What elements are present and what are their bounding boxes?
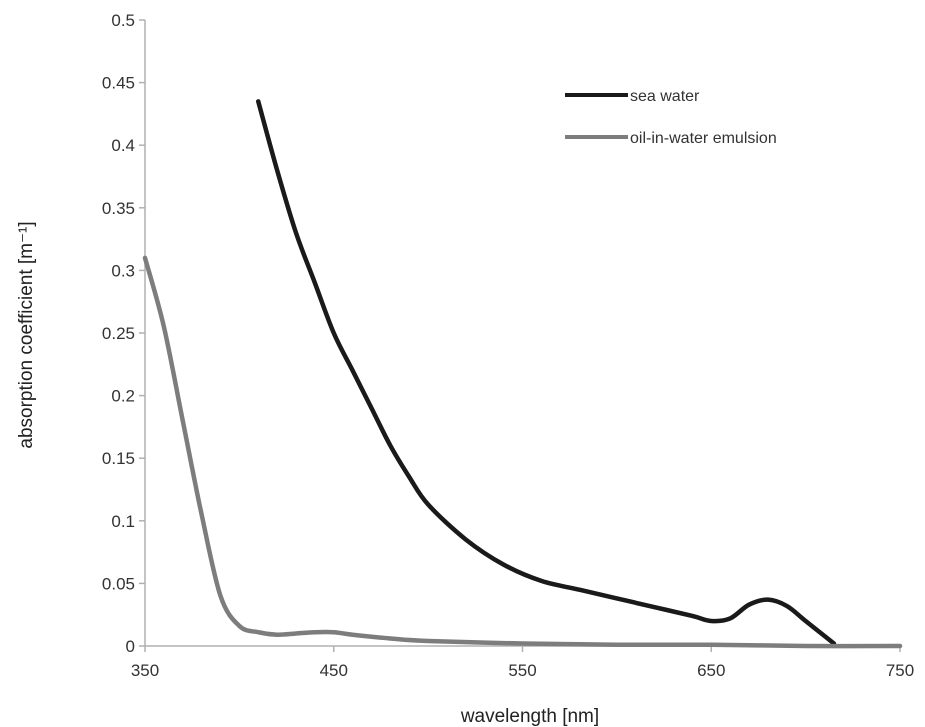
x-tick-label: 650 [697,661,725,680]
legend-item-oil-in-water: oil-in-water emulsion [565,130,777,147]
plot-area: 0 0.05 0.1 0.15 0.2 0.25 0.3 0.35 0.4 0.45 0.5 350… [102,11,914,680]
x-ticks: 350 450 550 650 750 [131,646,914,680]
series-line-sea-water [256,99,837,646]
x-tick-label: 750 [886,661,914,680]
y-axis-title: absorption coefficient [m⁻¹] [16,221,37,448]
y-tick-label: 0.45 [102,74,135,93]
y-tick-label: 0.5 [111,11,135,30]
x-tick-label: 450 [320,661,348,680]
series-lines [142,99,903,649]
y-tick-label: 0.3 [111,261,135,280]
legend-label-oil-in-water: oil-in-water emulsion [630,130,777,147]
x-axis-title: wavelength [nm] [460,706,599,727]
y-tick-label: 0.05 [102,574,135,593]
y-ticks: 0 0.05 0.1 0.15 0.2 0.25 0.3 0.35 0.4 0.45 0.5 [102,11,145,656]
y-tick-label: 0.35 [102,199,135,218]
y-tick-label: 0.2 [111,387,135,406]
y-tick-label: 0.15 [102,449,135,468]
x-tick-label: 550 [508,661,536,680]
series-line-oil-in-water-emulsion [142,255,903,649]
legend-label-sea-water: sea water [630,88,700,105]
legend: sea water oil-in-water emulsion [565,88,777,147]
x-tick-label: 350 [131,661,159,680]
legend-item-sea-water: sea water [565,88,700,105]
y-tick-label: 0.4 [111,136,135,155]
y-tick-label: 0.1 [111,512,135,531]
y-tick-label: 0 [126,637,135,656]
y-tick-label: 0.25 [102,324,135,343]
